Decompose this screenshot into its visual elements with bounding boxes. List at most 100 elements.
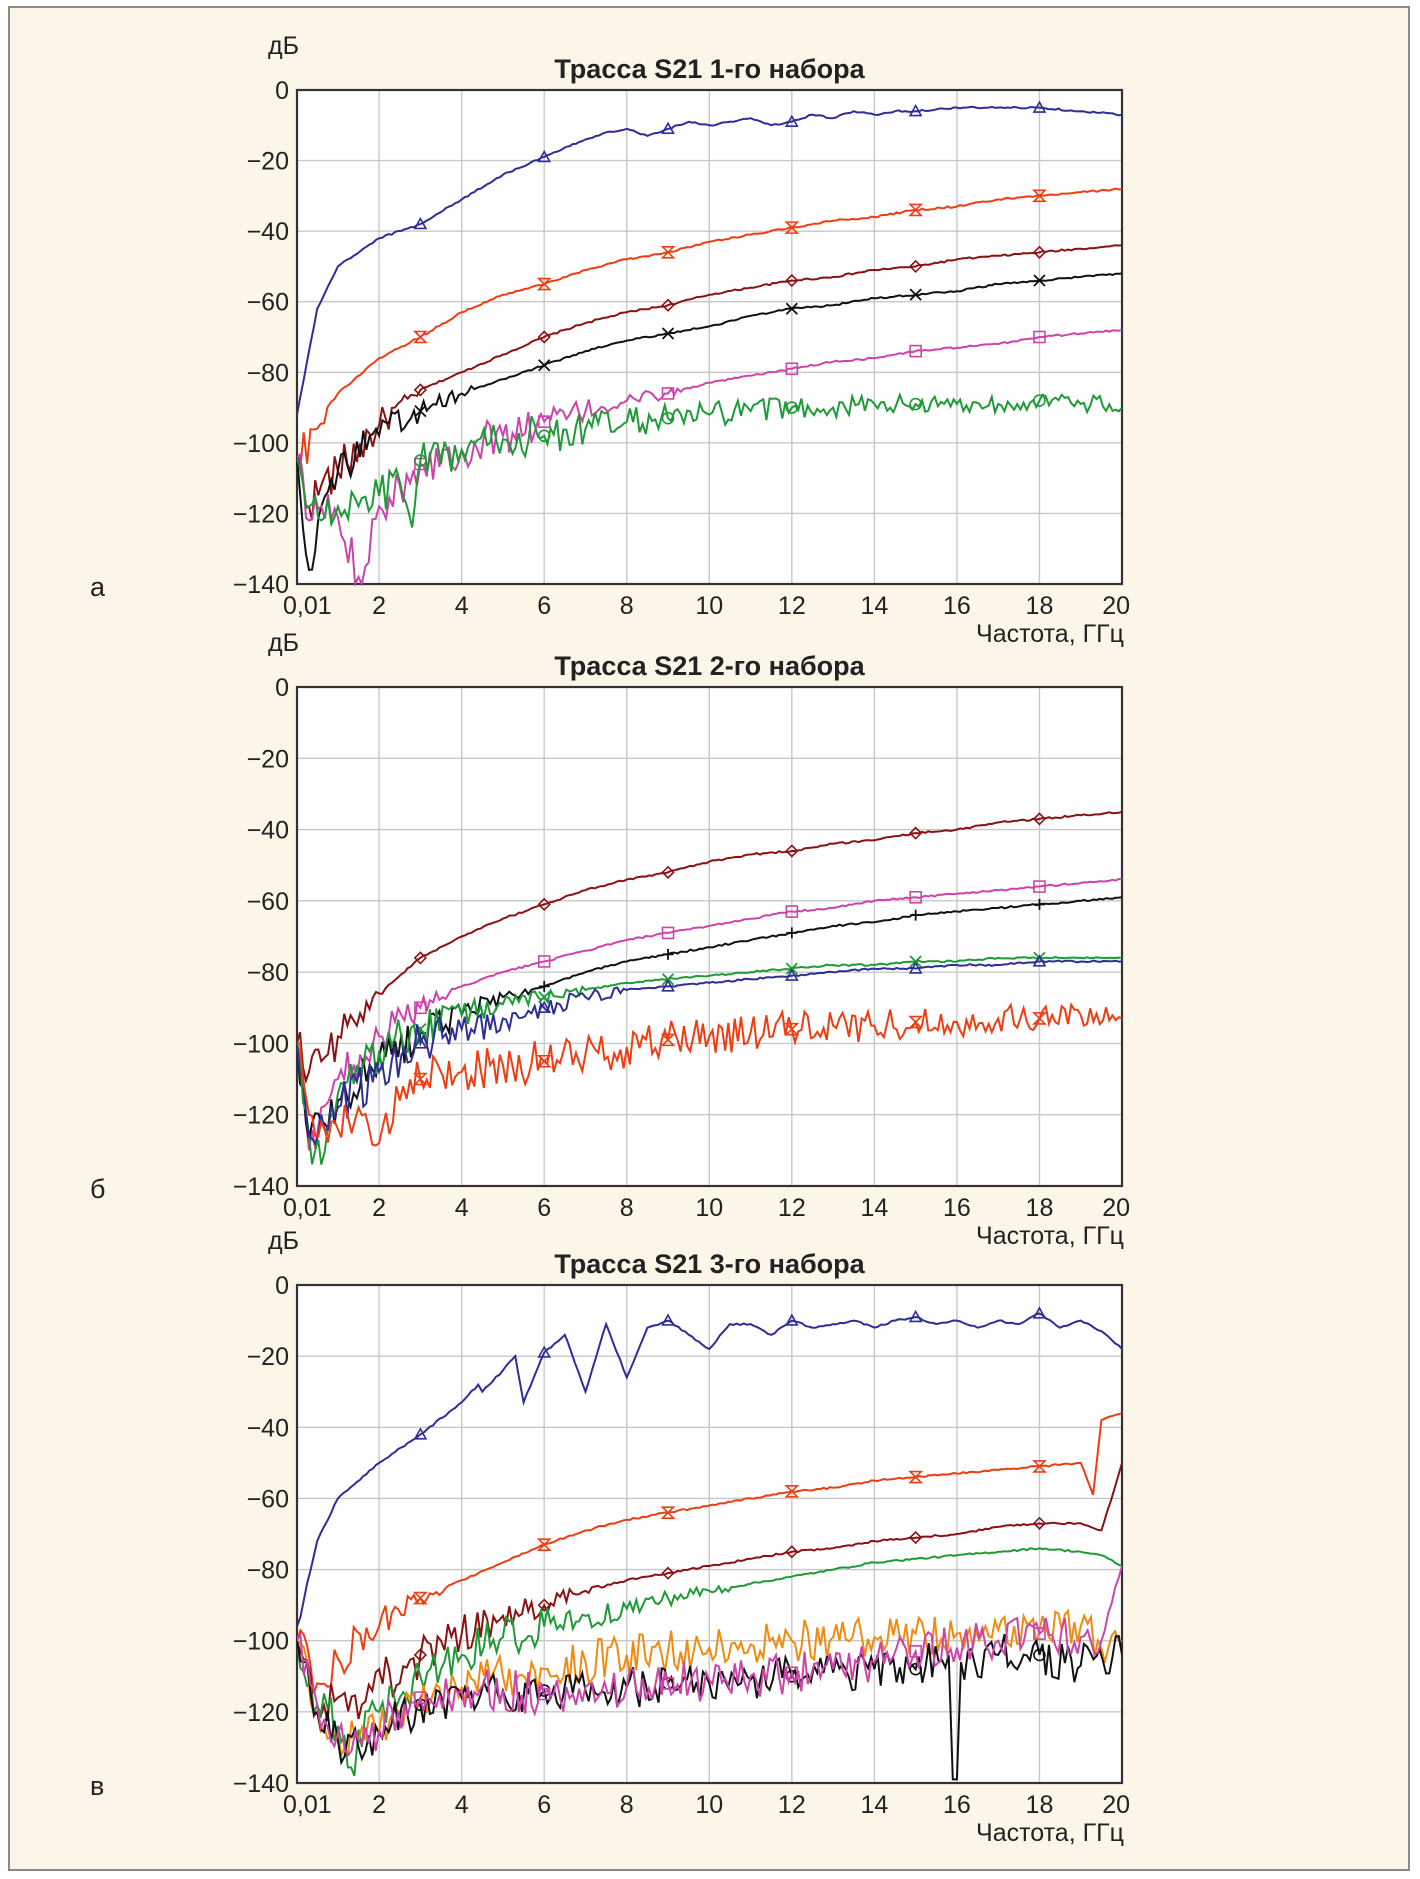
- marker-diamond: [537, 897, 551, 912]
- y-tick-label: −20: [247, 148, 289, 176]
- series-line-pink: [297, 877, 1122, 1151]
- chart-title: Трасса S21 1-го набора: [554, 54, 865, 84]
- marker-diamond: [537, 1598, 551, 1612]
- x-tick-label: 8: [620, 1194, 634, 1222]
- y-tick-label: −120: [233, 1102, 289, 1130]
- x-tick-label: 14: [860, 592, 888, 620]
- marker-cross: [909, 288, 922, 301]
- marker-hourglass: [1032, 1460, 1047, 1473]
- marker-cross: [1033, 274, 1046, 287]
- x-tick-label: 2: [372, 1791, 386, 1819]
- y-tick-label: −20: [247, 1343, 289, 1371]
- series-line-black: [297, 896, 1122, 1140]
- series-line-pink: [297, 328, 1122, 586]
- marker-square: [785, 362, 799, 376]
- y-tick-label: −80: [247, 1557, 289, 1585]
- marker-hourglass: [908, 1470, 924, 1484]
- marker-triangle: [908, 1309, 923, 1323]
- x-tick-label: 18: [1026, 1791, 1054, 1819]
- marker-hourglass: [660, 1033, 676, 1047]
- marker-square: [785, 905, 799, 918]
- series-line-black: [297, 272, 1122, 571]
- marker-hourglass: [1032, 1012, 1047, 1025]
- y-tick-label: −60: [247, 1485, 289, 1513]
- marker-diamond: [909, 1530, 923, 1545]
- marker-hourglass: [908, 203, 924, 217]
- y-tick-label: −80: [247, 959, 289, 987]
- x-tick-label: 10: [695, 592, 723, 620]
- x-tick-label: 8: [620, 1791, 634, 1819]
- marker-diamond: [661, 865, 675, 879]
- x-tick-label: 10: [695, 1194, 723, 1222]
- marker-circle: [785, 401, 799, 414]
- marker-hourglass: [908, 1015, 924, 1029]
- marker-triangle: [784, 1313, 799, 1326]
- marker-triangle: [1032, 1306, 1047, 1319]
- marker-plus: [1033, 898, 1045, 910]
- series-line-green: [297, 391, 1122, 528]
- chart-title: Трасса S21 2-го набора: [554, 651, 865, 681]
- x-tick-label: 12: [778, 592, 806, 620]
- x-tick-label: 2: [372, 592, 386, 620]
- x-tick-label: 6: [537, 1791, 551, 1819]
- marker-square: [661, 926, 675, 940]
- x-tick-label: 18: [1026, 1194, 1054, 1222]
- marker-square: [1033, 330, 1046, 344]
- y-tick-label: −120: [233, 1699, 289, 1727]
- x-axis-label: Частота, ГГц: [976, 1819, 1124, 1847]
- marker-square: [537, 1687, 551, 1701]
- marker-diamond: [909, 259, 923, 274]
- series-line-red: [297, 1412, 1122, 1694]
- chart-title: Трасса S21 3-го набора: [554, 1249, 865, 1279]
- marker-hourglass: [412, 1072, 428, 1086]
- x-tick-label: 0,01: [283, 592, 332, 620]
- marker-triangle: [1032, 100, 1047, 113]
- marker-cross: [661, 327, 675, 340]
- x-axis-label: Частота, ГГц: [976, 1222, 1124, 1250]
- y-tick-label: −100: [233, 1030, 289, 1058]
- plot-border: [295, 88, 1124, 586]
- chart-panel-2: Трасса S21 2-го набора дБ 0 −20 −40 −60 −80 −10…: [90, 629, 1130, 1250]
- marker-triangle: [537, 149, 552, 163]
- x-tick-label: 2: [372, 1194, 386, 1222]
- x-tick-label: 8: [620, 592, 634, 620]
- plot-border: [295, 1283, 1124, 1785]
- marker-diamond: [413, 951, 428, 965]
- marker-cross: [414, 404, 427, 418]
- marker-circle: [1033, 1648, 1046, 1662]
- marker-plus: [786, 927, 798, 939]
- marker-circle: [909, 1662, 922, 1676]
- marker-circle: [909, 397, 922, 411]
- marker-cross: [538, 990, 551, 1004]
- marker-square: [661, 387, 675, 400]
- series-line-darkred: [297, 244, 1122, 521]
- marker-hourglass: [784, 1485, 800, 1498]
- marker-square: [909, 344, 922, 358]
- series-line-red: [297, 187, 1122, 468]
- y-tick-label: −60: [247, 888, 289, 916]
- marker-diamond: [537, 330, 551, 344]
- marker-triangle: [908, 104, 923, 117]
- x-tick-label: 0,01: [283, 1791, 332, 1819]
- x-tick-label: 14: [860, 1791, 888, 1819]
- y-tick-label: 0: [275, 1272, 289, 1300]
- marker-diamond: [413, 1648, 428, 1662]
- x-tick-label: 20: [1102, 592, 1130, 620]
- panel-letter: а: [90, 572, 106, 602]
- marker-circle: [1033, 394, 1046, 407]
- marker-hourglass: [1032, 189, 1047, 203]
- marker-diamond: [661, 298, 675, 312]
- series-line-darkred: [297, 1462, 1122, 1722]
- marker-diamond: [785, 1545, 799, 1559]
- marker-triangle: [784, 114, 799, 127]
- marker-hourglass: [536, 1054, 552, 1068]
- marker-diamond: [1032, 1516, 1047, 1530]
- marker-square: [414, 1001, 427, 1015]
- y-tick-label: −20: [247, 745, 289, 773]
- marker-triangle: [908, 961, 923, 974]
- marker-circle: [537, 429, 551, 443]
- marker-cross: [785, 302, 798, 315]
- series-line-blue: [297, 105, 1122, 415]
- x-tick-label: 16: [943, 1194, 971, 1222]
- panel-letter: в: [90, 1771, 104, 1801]
